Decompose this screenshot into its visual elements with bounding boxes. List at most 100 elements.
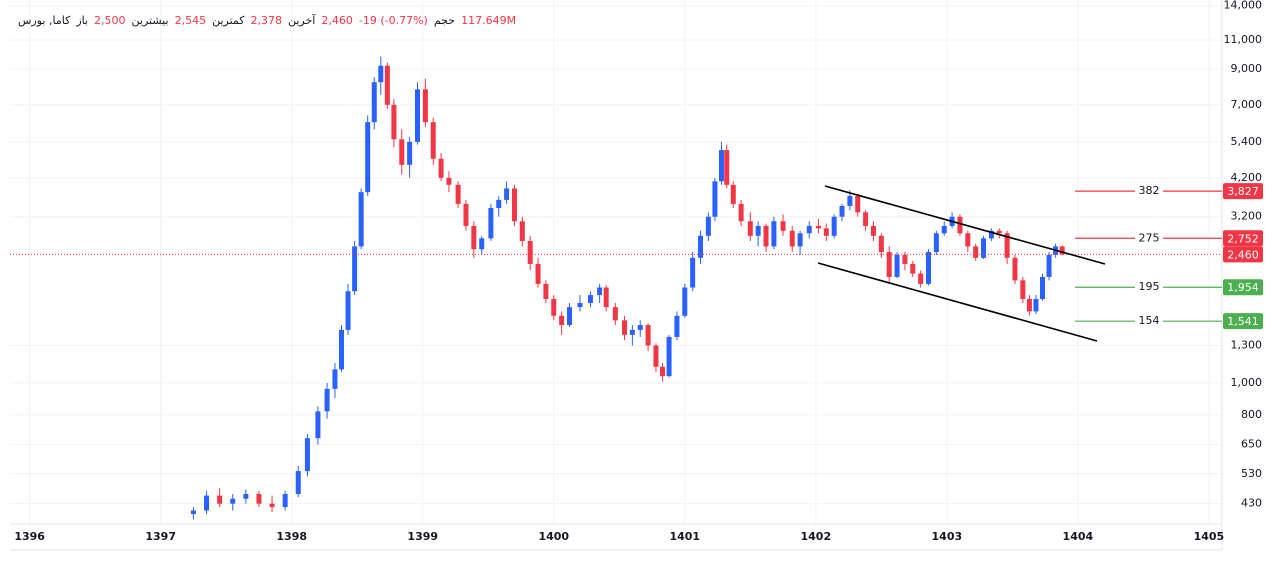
candle-body [479, 238, 485, 250]
x-tick-label: 1398 [276, 530, 307, 543]
candle-body [1039, 276, 1045, 299]
candle-body [771, 221, 777, 247]
candle-body [519, 221, 525, 242]
level-badge [1223, 183, 1263, 200]
candle-body [1004, 233, 1010, 258]
grid [10, 0, 1222, 524]
candle-body [597, 287, 603, 296]
candle-body [256, 494, 262, 504]
y-tick-label: 430 [1241, 497, 1262, 510]
candle-body [269, 503, 275, 508]
candle-body [797, 233, 803, 247]
candle-body [965, 233, 971, 247]
y-tick-label: 1,000 [1231, 376, 1263, 389]
level-label-bg [1135, 314, 1163, 329]
candle-body [863, 212, 869, 226]
candle-body [535, 263, 541, 284]
candle-body [587, 295, 593, 304]
candle-body [243, 494, 249, 499]
candle-body [295, 471, 301, 495]
candle-body [230, 498, 236, 504]
header-text: 2,500 [94, 14, 126, 27]
header-text: 117.649M [461, 14, 517, 27]
y-tick-label: 14,000 [1224, 0, 1263, 12]
level-badge [1223, 230, 1263, 247]
candle-body [902, 254, 908, 264]
candle-body [407, 141, 413, 165]
header-text: بیشترین [131, 14, 169, 27]
candle-body [488, 208, 494, 239]
candle-body [839, 205, 845, 217]
x-tick-label: 1403 [932, 530, 963, 543]
y-tick-label: 530 [1241, 467, 1262, 480]
axes: 14,000 11,000 9,000 7,000 5,400 4,200 3,200 1,3… [14, 0, 1262, 543]
y-tick-label: 650 [1241, 438, 1262, 451]
level-name: 195 [1139, 280, 1160, 293]
candle-body [823, 228, 829, 236]
candle-body [496, 199, 502, 209]
candle-body [543, 283, 549, 299]
level-value: 1,541 [1227, 315, 1259, 328]
level-badge [1223, 313, 1263, 330]
candle-body [637, 325, 643, 330]
candle-body [878, 235, 884, 253]
x-tick-label: 1399 [407, 530, 438, 543]
candle-body [559, 315, 565, 326]
candle-body [463, 203, 469, 226]
candle-body [430, 122, 436, 159]
candle-body [1033, 298, 1039, 312]
level-value: 2,752 [1227, 232, 1259, 245]
header-text: 2,545 [174, 14, 207, 27]
candle-body [422, 89, 428, 123]
header-text: کاما, بورس [18, 14, 71, 27]
candle-body [511, 188, 517, 222]
candle-body [304, 438, 310, 472]
candle-body [996, 230, 1002, 234]
header-text: باز [76, 14, 89, 27]
level-name: 154 [1139, 314, 1160, 327]
candle-body [988, 230, 994, 239]
x-tick-label: 1397 [145, 530, 176, 543]
level-value: 1,954 [1227, 281, 1259, 294]
x-tick-label: 1400 [538, 530, 569, 543]
channel-lower [817, 262, 1098, 342]
x-tick-label: 1404 [1063, 530, 1094, 543]
candle-body [190, 510, 196, 515]
y-tick-label: 3,200 [1231, 210, 1263, 223]
candle-body [371, 82, 377, 123]
candle-body [204, 495, 210, 511]
header-text: -19 (-0.77%) [358, 14, 428, 27]
symbol-header: کاما, بورس باز 2,500 بیشترین 2,545 کمترین 2,37… [18, 14, 516, 27]
last-price-label: 2,460 [1227, 248, 1259, 261]
candle-body [391, 104, 397, 140]
candle-body [660, 366, 666, 377]
candle-body [612, 307, 618, 321]
candle-body [345, 291, 351, 330]
candle-body [738, 203, 744, 222]
candle-body [712, 181, 718, 217]
candle-body [365, 122, 371, 193]
candle-body [815, 225, 821, 229]
candle-body [471, 225, 477, 250]
candle-body [338, 329, 344, 370]
y-tick-label: 11,000 [1224, 33, 1263, 46]
candle-body [690, 257, 696, 288]
candle-body [577, 303, 583, 308]
candle-body [941, 225, 947, 234]
y-tick-label: 1,300 [1231, 338, 1263, 351]
x-tick-label: 1396 [14, 530, 45, 543]
header-text: حجم [433, 14, 456, 27]
candle-body [763, 225, 769, 247]
candle-body [332, 369, 338, 389]
y-tick-label: 5,400 [1231, 135, 1263, 148]
candle-body [352, 246, 358, 292]
candle-body [653, 345, 659, 367]
level-label-bg [1135, 280, 1163, 295]
candle-body [378, 65, 384, 83]
candle-body [384, 65, 390, 105]
candle-body [747, 221, 753, 236]
candle-body [705, 216, 711, 236]
candle-body [622, 320, 628, 335]
candle-body [718, 150, 724, 182]
